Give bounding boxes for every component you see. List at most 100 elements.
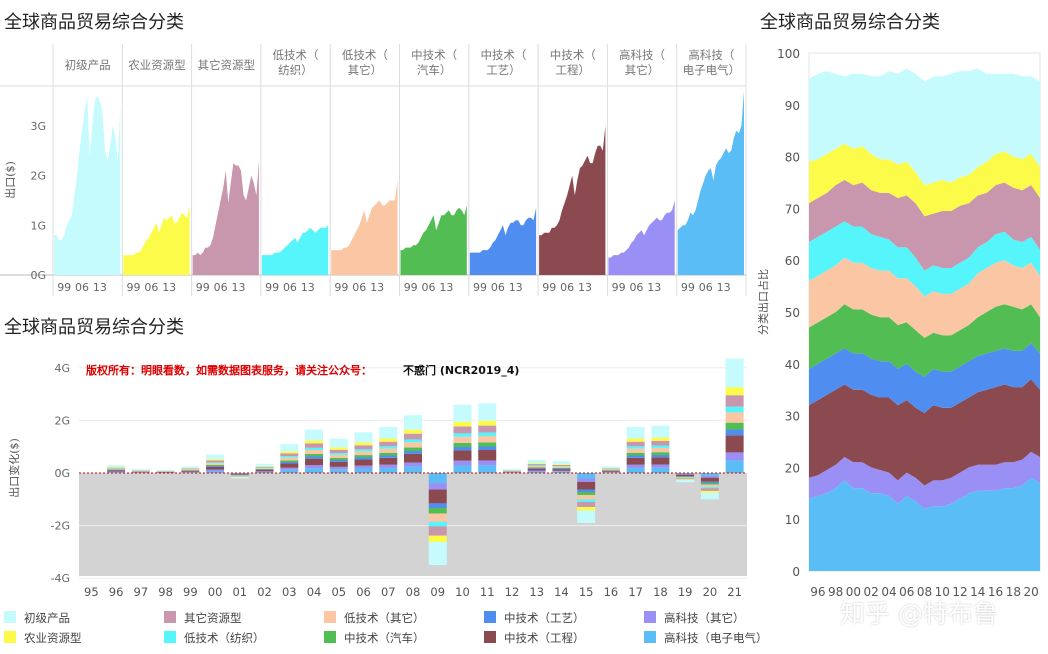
area-series (192, 160, 259, 275)
share-area-series (809, 68, 1040, 186)
bar-segment (700, 488, 719, 491)
bar-segment (206, 469, 225, 471)
bar-stack: 19 (676, 473, 695, 599)
x-tick-label: 13 (232, 281, 246, 294)
panel-header-label: 低技术（ (273, 48, 319, 62)
x-tick-label: 06 (356, 585, 371, 599)
bar-segment (601, 470, 620, 472)
bar-stack: 97 (131, 469, 150, 599)
bar-segment (725, 460, 744, 473)
area-series (400, 205, 467, 275)
share-area-series (809, 343, 1040, 413)
bar-segment (255, 466, 274, 468)
share-area-series (809, 451, 1040, 509)
x-tick-label: 99 (127, 281, 141, 294)
bar-segment (676, 479, 695, 480)
panel-header-label: 电子电气） (683, 63, 741, 77)
x-tick-label: 16 (604, 585, 619, 599)
x-tick-label: 06 (422, 281, 436, 294)
bar-segment (651, 425, 670, 438)
bar-stack: 21 (725, 358, 744, 599)
bar-stack: 05 (329, 438, 348, 599)
bar-segment (428, 542, 447, 566)
panel: 初级产品 99 06 13 (52, 44, 121, 296)
panel: 低技术（纺织） 99 06 13 (260, 44, 329, 296)
bar-stack: 98 (156, 469, 175, 599)
bar-stack: 18 (651, 425, 670, 599)
bar-segment (453, 460, 472, 466)
bar-segment (527, 470, 546, 472)
panel: 中技术（汽车） 99 06 13 (399, 44, 467, 296)
x-tick-label: 13 (439, 281, 453, 294)
y-axis-label: 出口变化($) (7, 438, 21, 498)
bar-segment (552, 464, 571, 465)
x-tick-label: 14 (970, 585, 985, 599)
bar-segment (156, 469, 175, 471)
bar-segment (404, 466, 422, 473)
x-tick-label: 98 (158, 585, 173, 599)
bar-segment (527, 468, 546, 469)
y-tick-label: 3G (30, 120, 46, 133)
x-tick-label: 98 (828, 585, 843, 599)
bar-segment (280, 462, 299, 464)
panel-header-label: 农业资源型 (128, 58, 186, 72)
bar-segment (255, 468, 274, 469)
x-tick-label: 06 (629, 281, 643, 294)
bar-segment (601, 466, 620, 469)
bar-segment (379, 457, 398, 465)
bar-segment (552, 461, 571, 465)
x-tick-label: 99 (334, 281, 348, 294)
bar-segment (329, 461, 348, 467)
bar-segment (280, 467, 299, 470)
x-tick-label: 13 (301, 281, 315, 294)
y-tick-label: 2G (30, 170, 46, 183)
y-tick-label: 0G (54, 467, 70, 480)
x-tick-label: 14 (554, 585, 569, 599)
x-tick-label: 17 (628, 585, 643, 599)
legend-label: 农业资源型 (24, 631, 82, 645)
x-tick-label: 01 (232, 585, 247, 599)
area-series (331, 180, 398, 275)
bar-segment (230, 476, 249, 477)
x-tick-label: 12 (505, 585, 520, 599)
bar-stack: 10 (453, 404, 472, 599)
bar-segment (107, 465, 126, 468)
share-area-series (809, 143, 1040, 217)
bar-segment (206, 454, 225, 460)
bar-segment (255, 471, 274, 472)
bar-segment (428, 507, 447, 514)
bar-segment (280, 453, 299, 457)
bar-segment (478, 436, 497, 443)
y-tick-label: 80 (785, 151, 800, 165)
y-tick-label: 0 (792, 565, 800, 579)
bar-segment (527, 471, 546, 473)
bar-segment (552, 467, 571, 469)
bar-segment (280, 444, 299, 452)
panel-header-label: 纺织） (278, 63, 313, 77)
bar-stack: 20 (700, 473, 719, 599)
bar-segment (305, 447, 324, 451)
bar-segment (453, 404, 472, 422)
bar-stack: 03 (280, 444, 299, 599)
bar-segment (651, 464, 670, 468)
bar-segment (478, 450, 497, 461)
bar-stack: 09 (428, 473, 447, 599)
x-tick-label: 06 (75, 281, 89, 294)
area-series (261, 225, 329, 275)
bar-segment (107, 468, 126, 470)
bar-segment (527, 459, 546, 464)
x-tick-label: 99 (681, 281, 695, 294)
bar-segment (453, 433, 472, 437)
share-chart-title: 全球商品贸易综合分类 (760, 12, 940, 33)
share-area-series (809, 379, 1040, 486)
bar-segment (527, 463, 546, 465)
x-tick-label: 99 (473, 281, 487, 294)
y-tick-label: 0G (30, 269, 46, 282)
bar-segment (676, 479, 695, 483)
bar-segment (552, 470, 571, 472)
bar-segment (107, 471, 126, 473)
bar-segment (404, 451, 422, 454)
bar-segment (676, 478, 695, 480)
x-tick-label: 19 (678, 585, 693, 599)
